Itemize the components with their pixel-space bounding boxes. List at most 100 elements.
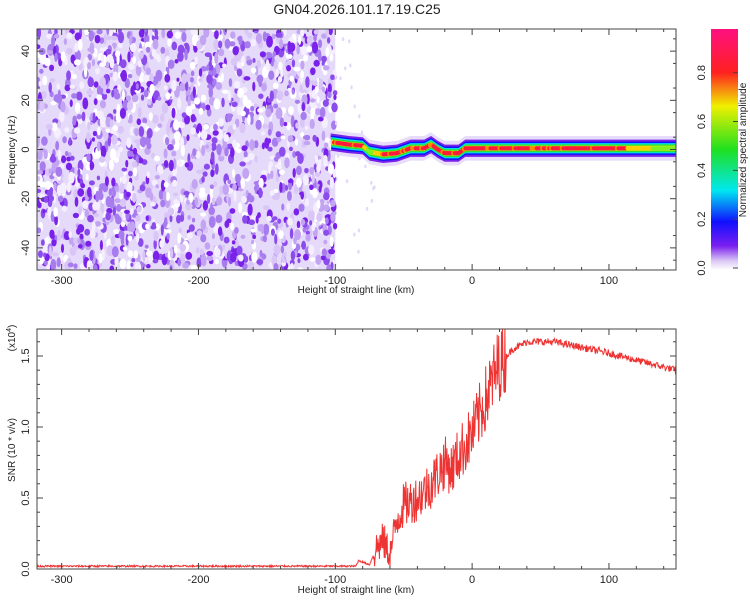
noise-cell (39, 101, 45, 112)
noise-cell (121, 167, 128, 172)
noise-cell (254, 155, 258, 163)
noise-cell (122, 246, 128, 251)
noise-cell (190, 103, 196, 110)
noise-cell (281, 261, 286, 267)
noise-cell (110, 35, 118, 41)
noise-cell (173, 244, 178, 254)
noise-cell (231, 240, 236, 245)
noise-cell (282, 107, 286, 114)
noise-cell (241, 145, 248, 152)
noise-cell (370, 180, 373, 185)
spectrogram-ytick-label: -40 (20, 240, 32, 256)
noise-cell (261, 170, 268, 175)
noise-cell (325, 137, 330, 144)
noise-cell (97, 192, 104, 201)
noise-cell (329, 53, 334, 62)
noise-cell (77, 39, 83, 51)
noise-cell (133, 166, 138, 177)
noise-cell (296, 44, 300, 55)
noise-cell (327, 91, 332, 99)
noise-cell (124, 78, 130, 89)
noise-cell (50, 234, 55, 240)
noise-cell (203, 163, 211, 170)
spectrogram-xtick-label: -300 (51, 275, 73, 287)
noise-cell (314, 171, 321, 178)
noise-cell (187, 153, 191, 164)
noise-cell (207, 84, 212, 89)
noise-cell (62, 136, 67, 144)
noise-cell (266, 98, 272, 103)
noise-cell (309, 118, 315, 130)
noise-cell (128, 170, 133, 177)
noise-cell (218, 48, 225, 57)
noise-cell (286, 65, 292, 72)
noise-cell (230, 147, 235, 158)
noise-cell (112, 71, 119, 82)
noise-cell (233, 190, 237, 202)
noise-cell (41, 243, 48, 254)
noise-cell (228, 78, 233, 88)
noise-cell (210, 142, 217, 152)
noise-cell (87, 121, 91, 131)
noise-cell (163, 181, 169, 188)
noise-cell (162, 190, 167, 201)
noise-cell (163, 216, 168, 228)
noise-cell (172, 179, 178, 188)
noise-cell (265, 59, 270, 71)
noise-cell (195, 267, 203, 270)
noise-cell (93, 264, 98, 270)
noise-cell (328, 29, 333, 36)
noise-cell (324, 142, 329, 148)
noise-cell (79, 81, 85, 90)
noise-cell (84, 228, 91, 236)
noise-cell (273, 103, 279, 109)
snr-multiplier: (x104) (6, 325, 18, 352)
noise-cell (118, 230, 125, 240)
noise-cell (287, 217, 294, 226)
noise-cell (71, 74, 78, 80)
noise-cell (258, 187, 263, 199)
noise-cell (231, 168, 236, 178)
noise-cell (56, 83, 61, 90)
noise-cell (250, 39, 257, 47)
noise-cell (42, 75, 48, 86)
noise-cell (224, 147, 229, 157)
noise-cell (106, 29, 110, 36)
noise-cell (155, 184, 159, 189)
noise-cell (85, 173, 89, 181)
noise-cell (131, 161, 138, 168)
noise-cell (316, 164, 321, 173)
noise-cell (252, 58, 256, 63)
noise-cell (296, 220, 301, 229)
noise-cell (272, 216, 278, 221)
noise-cell (206, 250, 214, 257)
noise-cell (86, 153, 91, 162)
noise-cell (292, 36, 297, 42)
noise-cell (176, 77, 180, 82)
noise-cell (235, 173, 241, 184)
noise-cell (88, 180, 95, 186)
noise-cell (157, 123, 163, 128)
noise-cell (172, 192, 179, 197)
noise-cell (232, 183, 237, 191)
noise-cell (113, 29, 117, 33)
noise-cell (279, 117, 284, 128)
noise-cell (257, 108, 264, 113)
noise-cell (314, 85, 319, 94)
noise-cell (200, 212, 207, 217)
noise-cell (330, 74, 335, 81)
noise-cell (99, 116, 107, 128)
noise-cell (138, 126, 145, 137)
noise-cell (160, 46, 166, 54)
noise-cell (201, 144, 206, 157)
noise-cell (118, 146, 124, 153)
noise-cell (222, 183, 229, 196)
noise-cell (199, 248, 204, 256)
noise-cell (44, 180, 51, 191)
noise-cell (105, 48, 112, 55)
noise-cell (321, 248, 327, 257)
noise-cell (262, 123, 268, 129)
noise-cell (278, 230, 284, 240)
colorbar-tick-label: 0.4 (696, 163, 708, 178)
noise-cell (150, 152, 156, 159)
